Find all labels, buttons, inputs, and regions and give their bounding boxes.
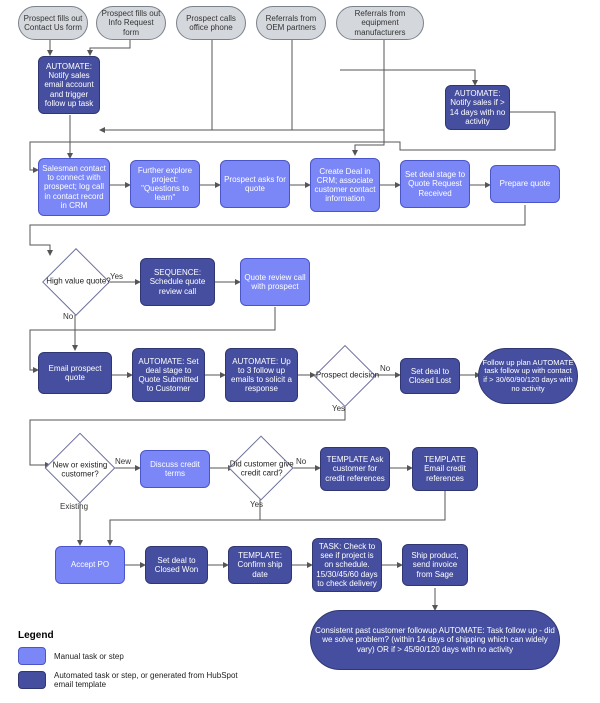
set-stage-quote-request: Set deal stage to Quote Request Received: [400, 160, 470, 208]
decision-prospect: Prospect decision: [314, 345, 376, 407]
label-yes2: Yes: [332, 404, 345, 413]
start-contact-us: Prospect fills out Contact Us form: [18, 6, 88, 40]
start-oem-referral: Referrals from OEM partners: [256, 6, 326, 40]
set-closed-lost: Set deal to Closed Lost: [400, 358, 460, 394]
set-closed-won: Set deal to Closed Won: [145, 546, 208, 584]
legend-auto-swatch: [18, 671, 46, 689]
task-check-schedule: TASK: Check to see if project is on sche…: [312, 538, 382, 592]
label: Referrals from OEM partners: [260, 14, 322, 32]
legend-auto-text: Automated task or step, or generated fro…: [54, 671, 248, 689]
label: Consistent past customer followup AUTOMA…: [314, 626, 556, 654]
decision-credit-card: Did customer give credit card?: [228, 435, 293, 500]
label: Salesman contact to connect with prospec…: [42, 164, 106, 210]
label: Referrals from equipment manufacturers: [340, 9, 420, 37]
label-yes3: Yes: [250, 500, 263, 509]
label: AUTOMATE: Up to 3 follow up emails to so…: [229, 357, 294, 394]
further-explore: Further explore project: "Questions to l…: [130, 160, 200, 208]
start-phone-call: Prospect calls office phone: [176, 6, 246, 40]
label: Ship product, send invoice from Sage: [406, 551, 464, 579]
label: TEMPLATE: Confirm ship date: [232, 551, 288, 579]
label: Email prospect quote: [42, 364, 108, 382]
label-existing: Existing: [60, 502, 88, 511]
accept-po: Accept PO: [55, 546, 125, 584]
legend: Legend Manual task or step Automated tas…: [18, 630, 248, 689]
label-new: New: [115, 457, 131, 466]
label: TEMPLATE Email credit references: [416, 455, 474, 483]
ship-product: Ship product, send invoice from Sage: [402, 544, 468, 586]
start-equip-referral: Referrals from equipment manufacturers: [336, 6, 424, 40]
label: SEQUENCE: Schedule quote review call: [144, 268, 211, 296]
flowchart-canvas: Prospect fills out Contact Us form Prosp…: [0, 0, 600, 703]
label: AUTOMATE: Notify sales email account and…: [42, 62, 96, 108]
label: TEMPLATE Ask customer for credit referen…: [324, 455, 386, 483]
label: AUTOMATE: Notify sales if > 14 days with…: [449, 89, 506, 126]
label: Create Deal in CRM; associate customer c…: [314, 167, 376, 204]
quote-review-call: Quote review call with prospect: [240, 258, 310, 306]
label: Prospect fills out Info Request form: [100, 9, 162, 37]
label: Prospect fills out Contact Us form: [22, 14, 84, 32]
label: AUTOMATE: Set deal stage to Quote Submit…: [136, 357, 201, 394]
past-customer-followup: Consistent past customer followup AUTOMA…: [310, 610, 560, 670]
label: Prospect asks for quote: [224, 175, 286, 193]
discuss-credit: Discuss credit terms: [140, 450, 210, 488]
label: Prospect calls office phone: [180, 14, 242, 32]
legend-title: Legend: [18, 630, 248, 641]
label: Follow up plan AUTOMATE task follow up w…: [482, 359, 574, 394]
label: Accept PO: [71, 560, 109, 569]
label: Set deal to Closed Won: [149, 556, 204, 574]
label: Did customer give credit card?: [230, 460, 294, 478]
prospect-asks-quote: Prospect asks for quote: [220, 160, 290, 208]
legend-auto-row: Automated task or step, or generated fro…: [18, 671, 248, 689]
decision-new-existing: New or existing customer?: [45, 433, 116, 504]
label: Prepare quote: [500, 179, 551, 188]
label: Quote review call with prospect: [244, 273, 306, 291]
label-no1: No: [63, 312, 73, 321]
create-deal-crm: Create Deal in CRM; associate customer c…: [310, 158, 380, 212]
automate-stage-submitted: AUTOMATE: Set deal stage to Quote Submit…: [132, 348, 205, 402]
legend-manual-text: Manual task or step: [54, 652, 124, 661]
automate-notify-14days: AUTOMATE: Notify sales if > 14 days with…: [445, 85, 510, 130]
prepare-quote: Prepare quote: [490, 165, 560, 203]
template-credit-refs: TEMPLATE Ask customer for credit referen…: [320, 447, 390, 491]
label: Prospect decision: [316, 370, 379, 379]
sequence-schedule-call: SEQUENCE: Schedule quote review call: [140, 258, 215, 306]
decision-high-value: High value quote?: [42, 248, 110, 316]
template-confirm-ship: TEMPLATE: Confirm ship date: [228, 546, 292, 584]
automate-notify-sales: AUTOMATE: Notify sales email account and…: [38, 56, 100, 114]
label: Further explore project: "Questions to l…: [134, 166, 196, 203]
email-prospect-quote: Email prospect quote: [38, 352, 112, 394]
legend-manual-swatch: [18, 647, 46, 665]
salesman-contact: Salesman contact to connect with prospec…: [38, 158, 110, 216]
label: Set deal stage to Quote Request Received: [404, 170, 466, 198]
label: Discuss credit terms: [144, 460, 206, 478]
label: New or existing customer?: [53, 460, 108, 478]
legend-manual-row: Manual task or step: [18, 647, 248, 665]
followup-plan: Follow up plan AUTOMATE task follow up w…: [478, 348, 578, 404]
label: High value quote?: [46, 276, 111, 285]
label-no2: No: [380, 364, 390, 373]
template-email-credit-refs: TEMPLATE Email credit references: [412, 447, 478, 491]
label: TASK: Check to see if project is on sche…: [316, 542, 378, 588]
label: Set deal to Closed Lost: [404, 367, 456, 385]
automate-followup-emails: AUTOMATE: Up to 3 follow up emails to so…: [225, 348, 298, 402]
start-info-request: Prospect fills out Info Request form: [96, 6, 166, 40]
label-yes1: Yes: [110, 272, 123, 281]
label-no3: No: [296, 457, 306, 466]
